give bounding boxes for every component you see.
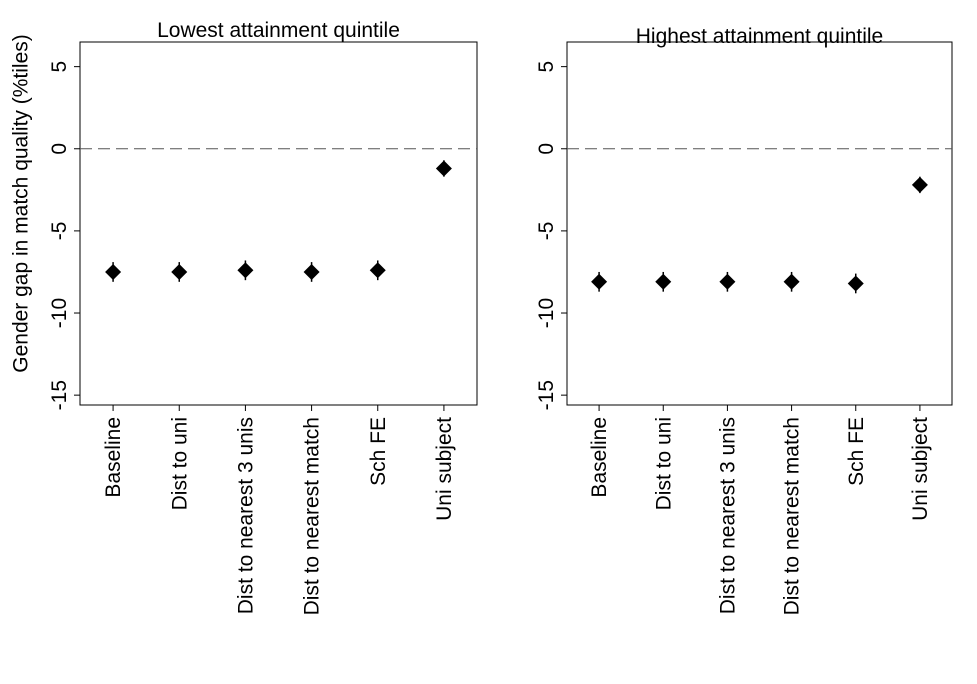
point <box>591 273 608 290</box>
x-tick-label: Sch FE <box>845 417 868 486</box>
plot-area <box>79 41 478 406</box>
point <box>303 263 320 280</box>
point <box>783 273 800 290</box>
x-tick-label: Dist to nearest 3 unis <box>234 417 257 614</box>
point <box>911 176 928 193</box>
x-tick-label: Dist to uni <box>168 417 191 510</box>
point <box>847 275 864 292</box>
x-tick-label: Uni subject <box>433 417 456 521</box>
y-tick-label: 0 <box>48 143 71 155</box>
point <box>105 263 122 280</box>
x-tick-label: Dist to nearest 3 unis <box>716 417 739 614</box>
y-tick-label: 5 <box>535 61 558 73</box>
y-tick-label: 0 <box>535 143 558 155</box>
point <box>237 262 254 279</box>
point <box>435 160 452 177</box>
y-tick-label: -10 <box>48 298 71 328</box>
x-tick-label: Sch FE <box>367 417 390 486</box>
x-tick-label: Baseline <box>588 417 611 498</box>
y-tick-label: -15 <box>48 380 71 410</box>
x-tick-label: Dist to uni <box>652 417 675 510</box>
y-tick-label: 5 <box>48 61 71 73</box>
y-tick-label: -5 <box>535 222 558 241</box>
point <box>655 273 672 290</box>
x-tick-label: Baseline <box>102 417 125 498</box>
point <box>369 262 386 279</box>
y-tick-label: -15 <box>535 380 558 410</box>
chart-title: Highest attainment quintile <box>636 25 883 48</box>
y-tick-label: -5 <box>48 222 71 241</box>
y-tick-label: -10 <box>535 298 558 328</box>
x-tick-label: Dist to nearest match <box>301 417 324 615</box>
x-tick-label: Dist to nearest match <box>781 417 804 615</box>
y-axis-title: Gender gap in match quality (%tiles) <box>10 34 33 373</box>
chart-title: Lowest attainment quintile <box>157 19 400 42</box>
point <box>719 273 736 290</box>
point <box>171 263 188 280</box>
x-tick-label: Uni subject <box>909 417 932 521</box>
plot-area <box>566 41 953 406</box>
